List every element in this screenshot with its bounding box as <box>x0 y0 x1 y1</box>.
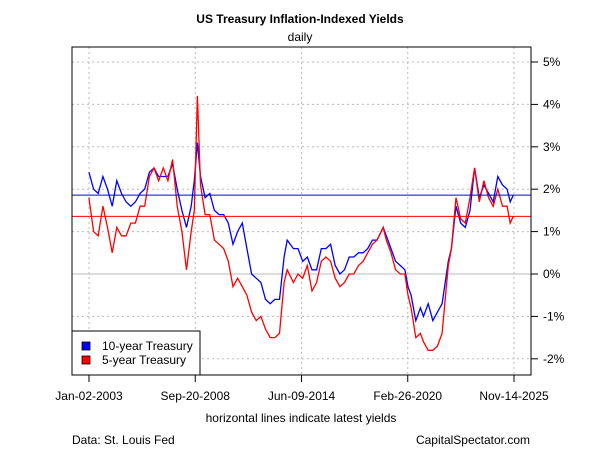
legend-box <box>71 330 201 376</box>
y-tick-label: 3% <box>543 140 561 154</box>
chart-title: US Treasury Inflation-Indexed Yields <box>196 12 404 26</box>
legend-label-5-year: 5-year Treasury <box>102 353 186 367</box>
series-line-10-year <box>88 142 514 324</box>
plot-frame <box>71 46 532 376</box>
legend-swatch-5-year <box>81 355 91 365</box>
legend: 10-year Treasury 5-year Treasury <box>71 330 201 376</box>
x-tick-label: Feb-26-2020 <box>373 389 442 403</box>
y-tick-label: 2% <box>543 182 561 196</box>
x-tick-label: Jan-02-2003 <box>55 389 123 403</box>
y-tick-label: -2% <box>543 352 565 366</box>
x-tick-label: Sep-20-2008 <box>161 389 231 403</box>
y-tick-label: 4% <box>543 97 561 111</box>
y-tick-label: 5% <box>543 55 561 69</box>
brand-credit: CapitalSpectator.com <box>416 433 530 447</box>
series-group <box>88 95 514 351</box>
x-tick-label: Nov-14-2025 <box>479 389 549 403</box>
grid <box>72 47 531 375</box>
legend-label-10-year: 10-year Treasury <box>102 339 193 353</box>
x-axis-label: horizontal lines indicate latest yields <box>206 411 397 425</box>
legend-swatch-10-year <box>81 341 91 351</box>
y-tick-label: 0% <box>543 267 561 281</box>
y-tick-label: -1% <box>543 309 565 323</box>
chart-subtitle: daily <box>288 30 313 44</box>
data-source: Data: St. Louis Fed <box>72 433 175 447</box>
series-line-5-year <box>88 95 514 351</box>
y-axis: -2% -1% 0% 1% 2% 3% 4% 5% <box>531 55 565 366</box>
x-tick-label: Jun-09-2014 <box>268 389 336 403</box>
latest-lines <box>72 194 531 217</box>
x-axis: Jan-02-2003 Sep-20-2008 Jun-09-2014 Feb-26-… <box>55 375 549 403</box>
y-tick-label: 1% <box>543 225 561 239</box>
